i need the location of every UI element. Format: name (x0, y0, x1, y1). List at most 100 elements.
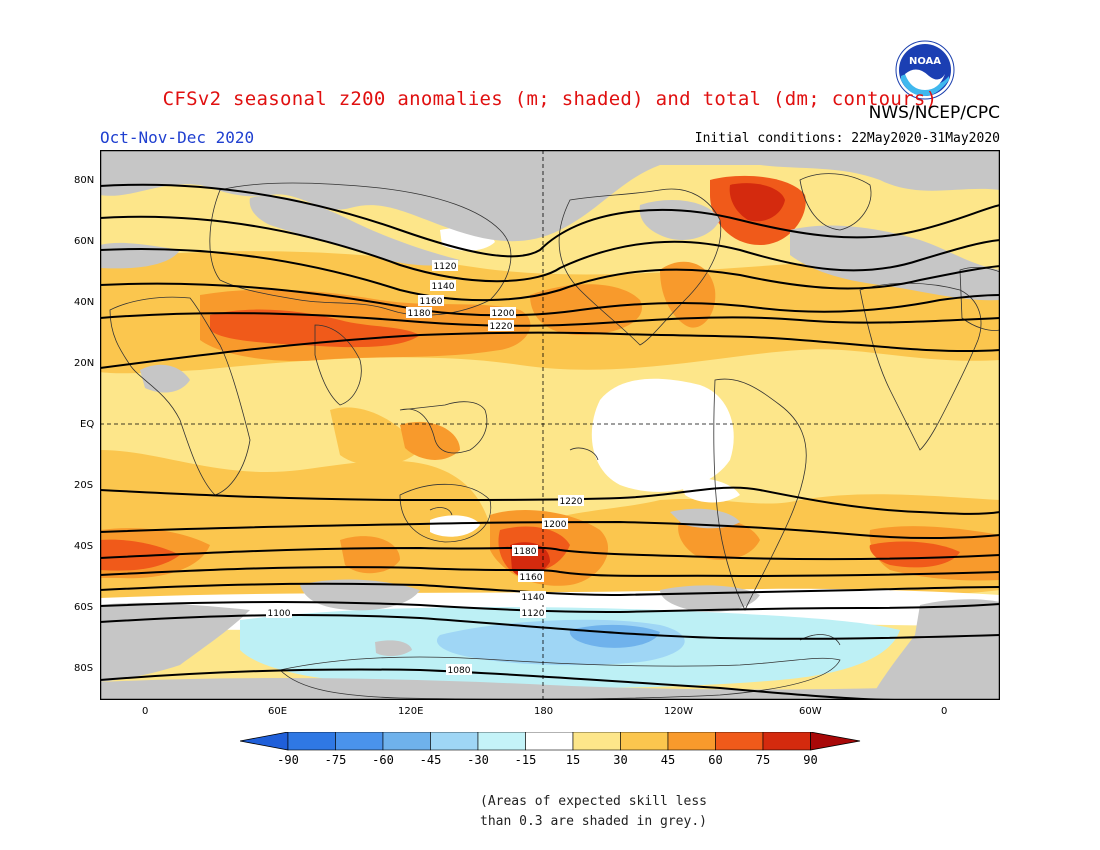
colorbar-swatch (287, 731, 336, 751)
skill-note-line-1: (Areas of expected skill less (480, 794, 707, 809)
contour-1180-south (99, 546, 1001, 561)
colorbar-swatch (762, 731, 811, 751)
lon-label-120w: 120W (664, 706, 693, 717)
low-skill-grey-regions (100, 150, 1000, 700)
colorbar-swatch (382, 731, 431, 751)
svg-text:1100: 1100 (268, 609, 291, 619)
svg-text:1180: 1180 (408, 309, 431, 319)
lat-label-80s: 80S (74, 663, 94, 674)
colorbar: -90 -75 -60 -45 -30 -15 15 30 45 60 75 9… (239, 731, 880, 772)
svg-text:1220: 1220 (560, 497, 583, 507)
svg-text:1120: 1120 (522, 609, 545, 619)
contour-label: 1160 (418, 295, 444, 307)
skill-note: (Areas of expected skill less than 0.3 a… (480, 792, 707, 832)
contour-1180-north (99, 282, 1001, 317)
contour-label: 1160 (518, 571, 544, 583)
contour-1220-south (99, 486, 1001, 515)
colorbar-arrow-right (810, 731, 861, 751)
colorbar-tick: -30 (467, 753, 489, 767)
lat-label-40n: 40N (74, 297, 95, 308)
svg-text:1120: 1120 (434, 262, 457, 272)
colorbar-swatch (525, 731, 574, 751)
colorbar-tick: -60 (372, 753, 394, 767)
contour-label: 1200 (542, 518, 568, 530)
contour-label: 1120 (520, 607, 546, 619)
contour-1220-north (99, 331, 1001, 369)
lat-label-60s: 60S (74, 602, 94, 613)
logo-text: NOAA (909, 56, 941, 67)
colorbar-tick: -90 (277, 753, 299, 767)
skill-note-line-2: than 0.3 are shaded in grey.) (480, 814, 707, 829)
contour-1140-north (99, 215, 1001, 283)
contour-label: 1180 (512, 545, 538, 557)
contour-1100-south (99, 614, 1001, 640)
season-label: Oct-Nov-Dec 2020 (100, 128, 255, 147)
svg-text:1080: 1080 (448, 666, 471, 676)
contour-1200-north (99, 312, 1001, 327)
contour-1080-south (99, 668, 901, 701)
colorbar-tick: 45 (661, 753, 675, 767)
colorbar-swatch (477, 731, 526, 751)
map-title: CFSv2 seasonal z200 anomalies (m; shaded… (162, 88, 938, 110)
svg-text:1160: 1160 (420, 297, 443, 307)
map-frame (99, 149, 1001, 701)
svg-text:1180: 1180 (514, 547, 537, 557)
colorbar-swatch (715, 731, 764, 751)
colorbar-tick: 60 (708, 753, 722, 767)
lat-label-eq: EQ (80, 419, 95, 430)
colorbar-swatch (430, 731, 479, 751)
contour-label: 1080 (446, 664, 472, 676)
colorbar-tick: 30 (613, 753, 627, 767)
lon-label-0-left: 0 (142, 706, 149, 717)
contour-labels: 1120 1140 1160 1180 1200 1220 1220 1200 … (266, 260, 584, 676)
contour-label: 1140 (430, 280, 456, 292)
colorbar-tick: 15 (566, 753, 580, 767)
lat-label-20n: 20N (74, 358, 95, 369)
negative-anomaly-regions (240, 607, 900, 689)
contour-label: 1220 (488, 320, 514, 332)
contour-1120-north (99, 183, 1001, 258)
coastlines (109, 173, 1001, 700)
contour-label: 1200 (490, 307, 516, 319)
svg-text:1200: 1200 (544, 520, 567, 530)
initial-conditions-label: Initial conditions: 22May2020-31May2020 (694, 131, 1000, 146)
contour-label: 1120 (432, 260, 458, 272)
colorbar-tick: 90 (803, 753, 817, 767)
contour-label: 1140 (520, 591, 546, 603)
anomaly-map: 1120 1140 1160 1180 1200 1220 1220 1200 … (99, 149, 1001, 704)
colorbar-tick-labels: -90 -75 -60 -45 -30 -15 15 30 45 60 75 9… (277, 753, 818, 767)
lon-label-60w: 60W (799, 706, 822, 717)
contour-1160-south (99, 566, 1001, 578)
lon-label-180: 180 (534, 706, 554, 717)
lat-label-80n: 80N (74, 175, 95, 186)
lat-label-60n: 60N (74, 236, 95, 247)
colorbar-tick: 75 (756, 753, 770, 767)
contour-label: 1180 (406, 307, 432, 319)
contour-1120-south (99, 601, 1001, 614)
colorbar-tick: -45 (420, 753, 442, 767)
contour-1140-south (99, 582, 1001, 597)
height-contours (99, 183, 1001, 701)
contour-label: 1100 (266, 607, 292, 619)
colorbar-tick: -15 (515, 753, 537, 767)
svg-text:1200: 1200 (492, 309, 515, 319)
colorbar-swatch (667, 731, 716, 751)
noaa-logo: NOAA (895, 40, 955, 100)
lat-label-20s: 20S (74, 480, 94, 491)
lat-label-40s: 40S (74, 541, 94, 552)
lon-label-0-right: 0 (941, 706, 948, 717)
colorbar-swatch (335, 731, 384, 751)
colorbar-swatch (620, 731, 669, 751)
lon-label-120e: 120E (398, 706, 424, 717)
svg-text:1140: 1140 (432, 282, 455, 292)
colorbar-swatches (287, 731, 811, 751)
colorbar-arrow-left (239, 731, 289, 751)
contour-label: 1220 (558, 495, 584, 507)
svg-text:1160: 1160 (520, 573, 543, 583)
lon-label-60e: 60E (268, 706, 288, 717)
colorbar-swatch (572, 731, 621, 751)
agency-label: NWS/NCEP/CPC (868, 103, 1000, 123)
colorbar-tick: -75 (325, 753, 347, 767)
contour-1200-south (99, 520, 1001, 540)
svg-text:1140: 1140 (522, 593, 545, 603)
